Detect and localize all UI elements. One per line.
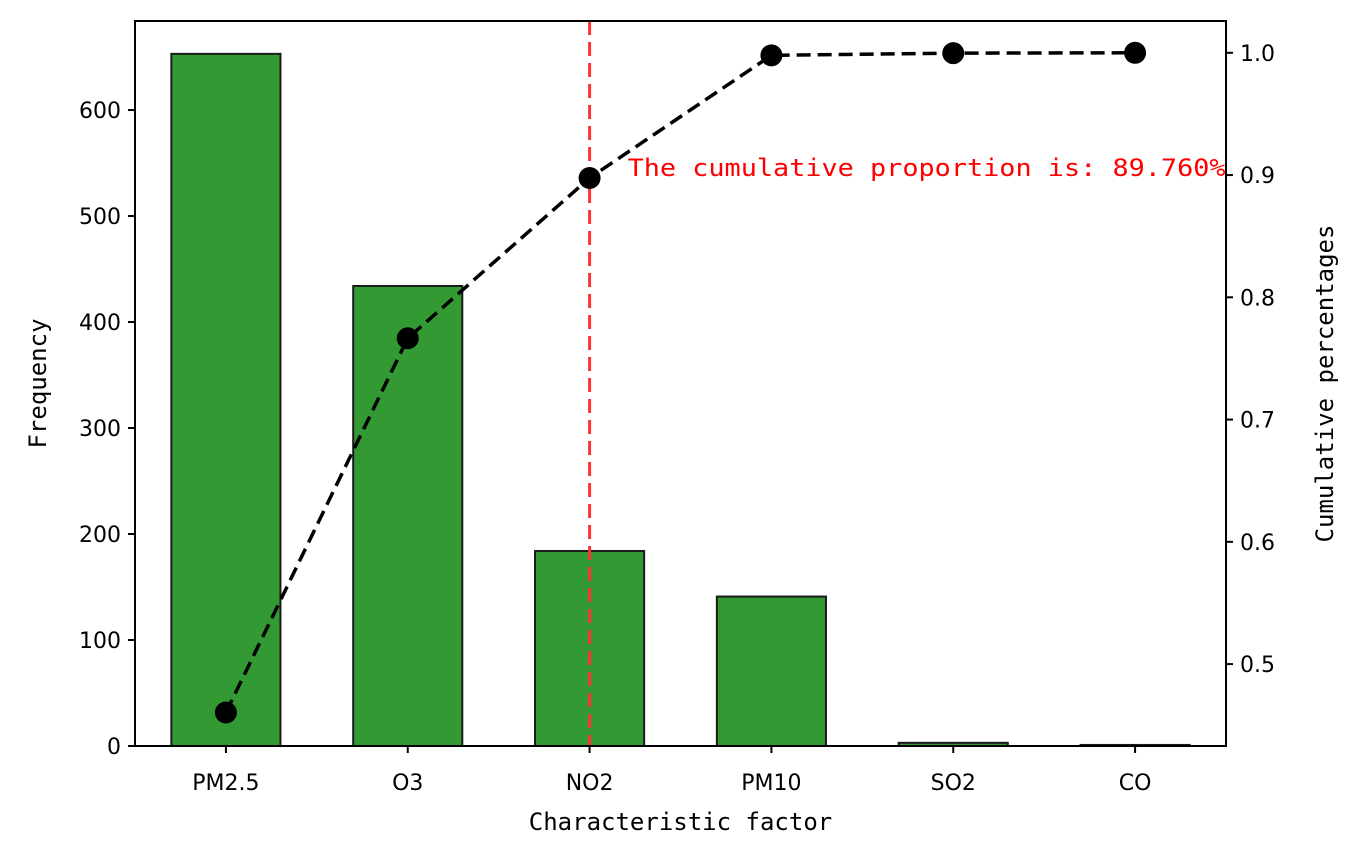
axes-frame	[134, 20, 1227, 747]
bar-pm25	[170, 52, 282, 747]
cumulative-point-pm25	[214, 701, 237, 724]
y-right-ticks: 0.5 0.6 0.7 0.8 0.9 1.0	[1226, 42, 1275, 678]
x-tick-label: SO2	[931, 771, 976, 796]
y2-axis-label: Cumulative percentages	[1311, 225, 1339, 543]
x-tick-label: CO	[1119, 771, 1152, 796]
x-ticks: PM2.5 O3 NO2 PM10 SO2 CO	[192, 746, 1151, 796]
cumulative-line-layer	[214, 41, 1147, 724]
cumulative-line	[224, 51, 1136, 714]
cumulative-point-pm10	[760, 44, 783, 67]
y-tick-label: 300	[79, 417, 121, 442]
y-tick-label: 200	[79, 523, 121, 548]
y2-tick-label: 1.0	[1240, 42, 1275, 67]
x-axis-label: Characteristic factor	[529, 808, 832, 836]
y2-tick-label: 0.5	[1240, 653, 1275, 678]
y-left-ticks: 0 100 200 300 400 500 600	[79, 99, 135, 760]
y-tick-label: 100	[79, 629, 121, 654]
x-tick-label: NO2	[566, 771, 614, 796]
x-tick-label: PM10	[741, 771, 801, 796]
x-tick-label: O3	[392, 771, 423, 796]
bar-pm10	[715, 595, 827, 747]
y2-tick-label: 0.8	[1240, 286, 1275, 311]
x-tick-label: PM2.5	[192, 771, 259, 796]
bar-o3	[352, 284, 464, 747]
cumulative-point-no2	[578, 166, 601, 189]
y-tick-label: 0	[107, 735, 121, 760]
y-tick-label: 500	[79, 205, 121, 230]
cumulative-point-so2	[942, 42, 965, 65]
y2-tick-label: 0.9	[1240, 164, 1275, 189]
y2-tick-label: 0.7	[1240, 409, 1275, 434]
y-tick-label: 600	[79, 99, 121, 124]
cumulative-point-o3	[396, 327, 419, 350]
cumulative-point-co	[1124, 41, 1147, 64]
cumulative-annotation: The cumulative proportion is: 89.760%	[628, 154, 1227, 182]
y-axis-label: Frequency	[24, 318, 52, 448]
y-tick-label: 400	[79, 311, 121, 336]
y2-tick-label: 0.6	[1240, 531, 1275, 556]
